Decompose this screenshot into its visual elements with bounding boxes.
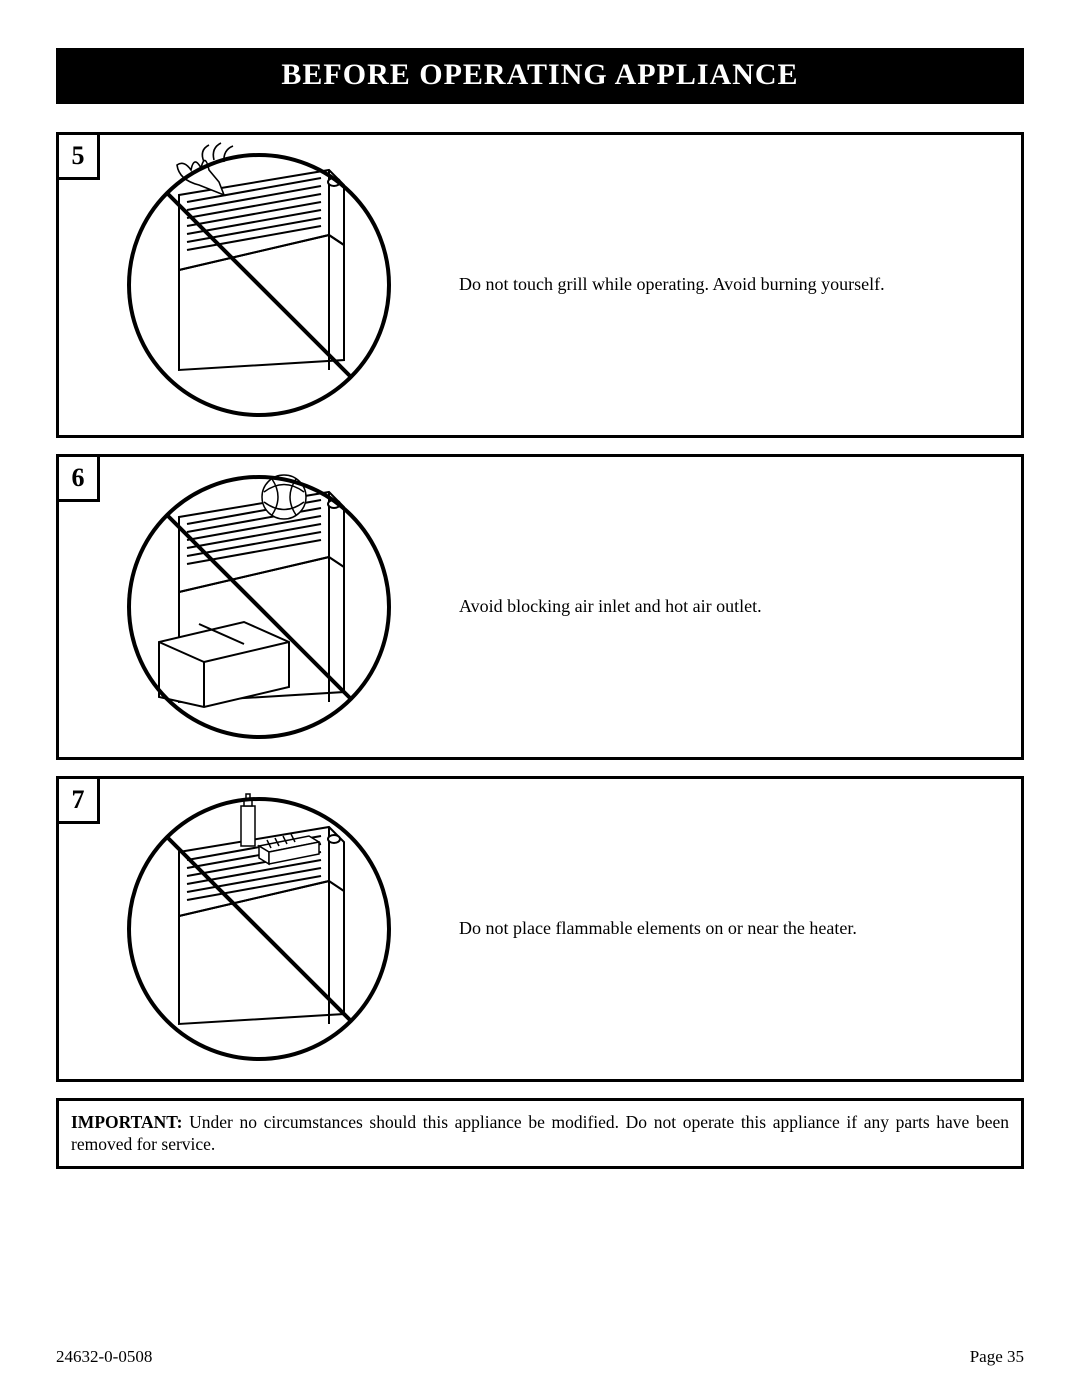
instruction-panel-5: 5 — [56, 132, 1024, 438]
instruction-panel-6: 6 — [56, 454, 1024, 760]
page-footer: 24632-0-0508 Page 35 — [56, 1347, 1024, 1367]
important-note: IMPORTANT: Under no circumstances should… — [56, 1098, 1024, 1169]
illustration-6 — [59, 457, 459, 757]
step-number: 5 — [56, 132, 100, 180]
caption-text: Do not place flammable elements on or ne… — [459, 917, 1021, 940]
caption-text: Do not touch grill while operating. Avoi… — [459, 273, 1021, 296]
step-number: 7 — [56, 776, 100, 824]
page-number: Page 35 — [970, 1347, 1024, 1367]
doc-number: 24632-0-0508 — [56, 1347, 152, 1367]
illustration-5 — [59, 135, 459, 435]
section-header: BEFORE OPERATING APPLIANCE — [56, 48, 1024, 104]
important-text: Under no circumstances should this appli… — [71, 1112, 1009, 1154]
instruction-panel-7: 7 — [56, 776, 1024, 1082]
illustration-7 — [59, 779, 459, 1079]
step-number: 6 — [56, 454, 100, 502]
caption-text: Avoid blocking air inlet and hot air out… — [459, 595, 1021, 618]
important-label: IMPORTANT: — [71, 1112, 183, 1132]
